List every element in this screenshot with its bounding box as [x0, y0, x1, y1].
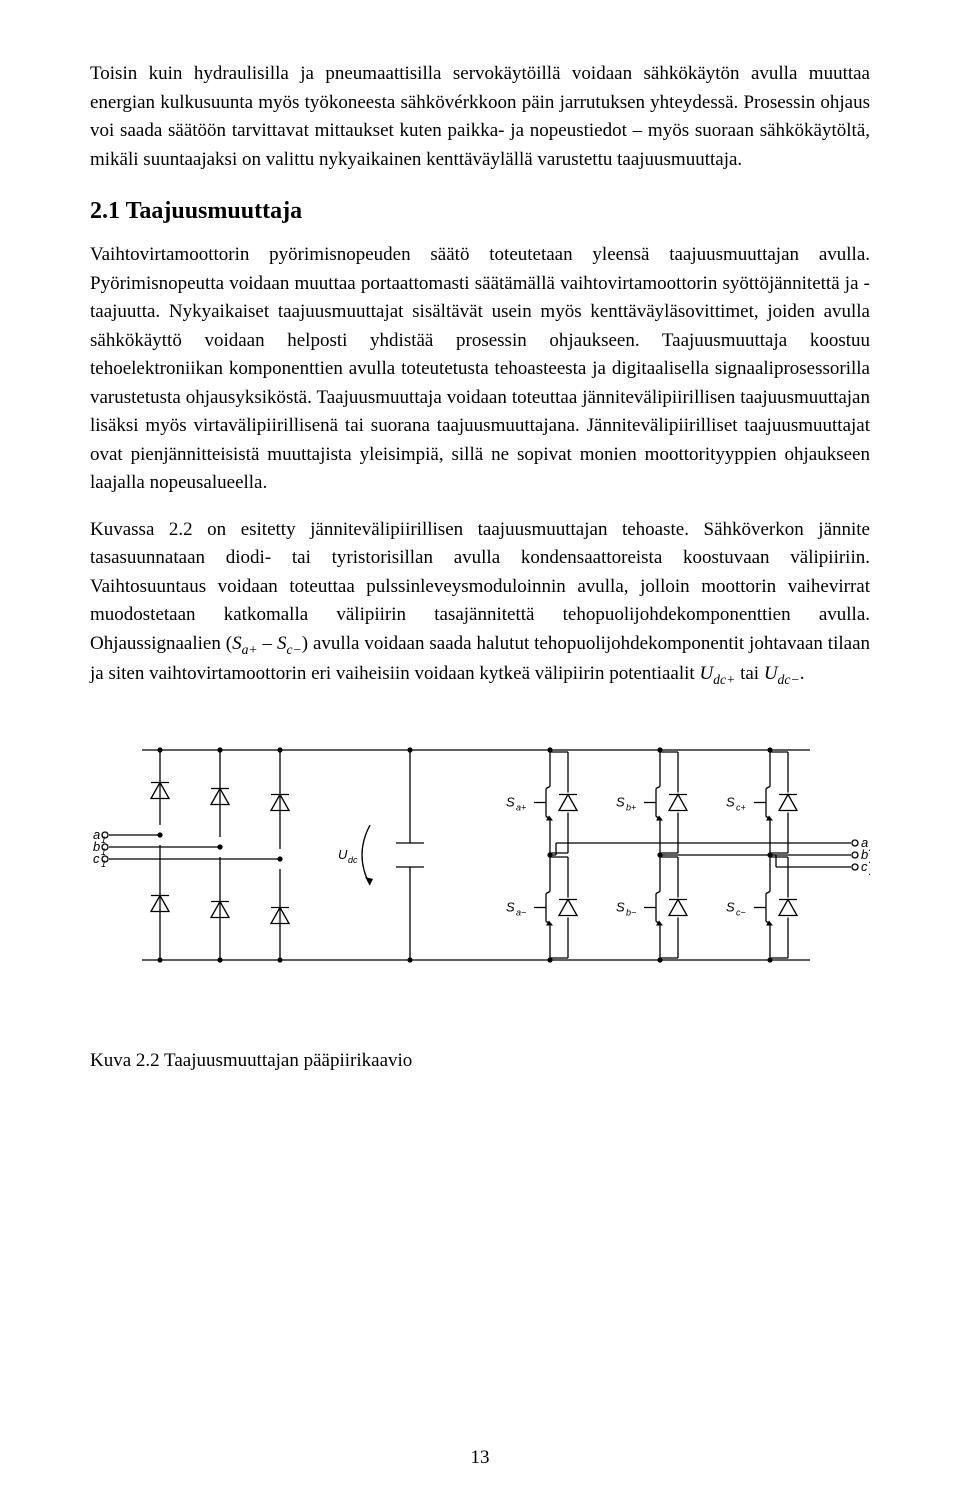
svg-text:S: S — [726, 795, 735, 810]
svg-text:b+: b+ — [626, 803, 636, 813]
svg-text:S: S — [726, 900, 735, 915]
svg-text:dc: dc — [348, 855, 358, 865]
svg-text:2: 2 — [868, 867, 870, 877]
svg-text:c: c — [93, 851, 100, 866]
svg-text:b−: b− — [626, 908, 636, 918]
paragraph-1: Toisin kuin hydraulisilla ja pneumaattis… — [90, 60, 870, 174]
svg-text:a−: a− — [516, 908, 526, 918]
svg-text:S: S — [506, 900, 515, 915]
paragraph-3: Kuvassa 2.2 on esitetty jännitevälipiiri… — [90, 516, 870, 691]
section-heading: 2.1 Taajuusmuuttaja — [90, 198, 870, 225]
svg-text:2: 2 — [868, 843, 870, 853]
svg-text:c: c — [861, 859, 868, 874]
figure-circuit: a1b1c1UdcSa+Sa−Sb+Sb−Sc+Sc−a2b2c2 — [90, 730, 870, 990]
svg-text:c−: c− — [736, 908, 746, 918]
circuit-diagram: a1b1c1UdcSa+Sa−Sb+Sb−Sc+Sc−a2b2c2 — [90, 730, 870, 990]
svg-text:c+: c+ — [736, 803, 746, 813]
svg-text:U: U — [338, 847, 348, 862]
svg-text:S: S — [616, 795, 625, 810]
paragraph-2: Vaihtovirtamoottorin pyörimisnopeuden sä… — [90, 241, 870, 498]
svg-text:S: S — [616, 900, 625, 915]
figure-caption: Kuva 2.2 Taajuusmuuttajan pääpiirikaavio — [90, 1050, 870, 1072]
svg-text:a+: a+ — [516, 803, 526, 813]
page-number: 13 — [0, 1447, 960, 1469]
svg-text:2: 2 — [868, 855, 870, 865]
svg-text:S: S — [506, 795, 515, 810]
svg-text:1: 1 — [101, 859, 106, 869]
